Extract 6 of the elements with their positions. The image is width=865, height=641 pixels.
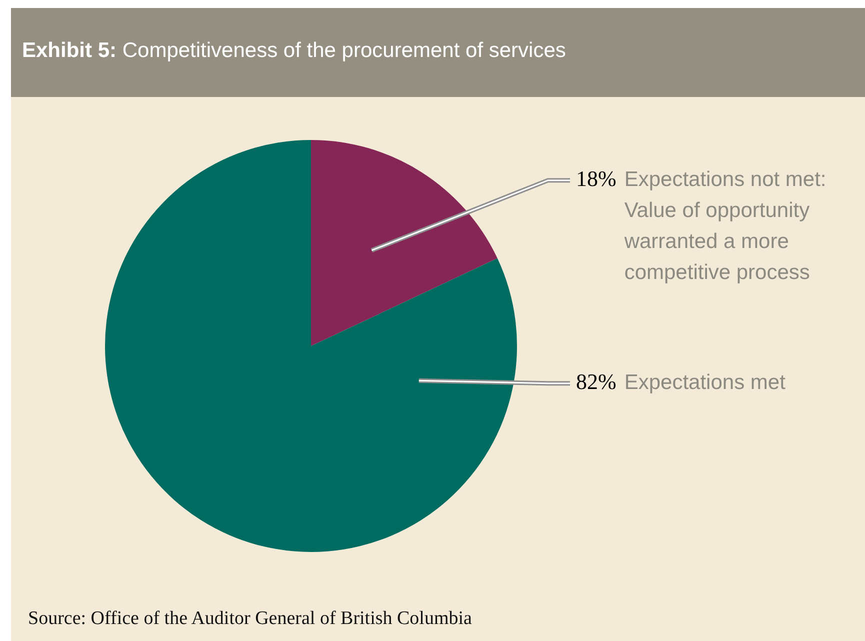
data-label: 18% bbox=[576, 166, 616, 192]
slice-label: Expectations not met: Value of opportunity warranted a more competitive process bbox=[623, 168, 826, 284]
data-label: 82% bbox=[576, 369, 616, 394]
chart-title: Exhibit 5: Competitiveness of the procurement of services bbox=[22, 39, 566, 63]
slice-label: Expectations met bbox=[624, 371, 786, 394]
source-note: Source: Office of the Auditor General of British Columbia bbox=[28, 608, 472, 630]
